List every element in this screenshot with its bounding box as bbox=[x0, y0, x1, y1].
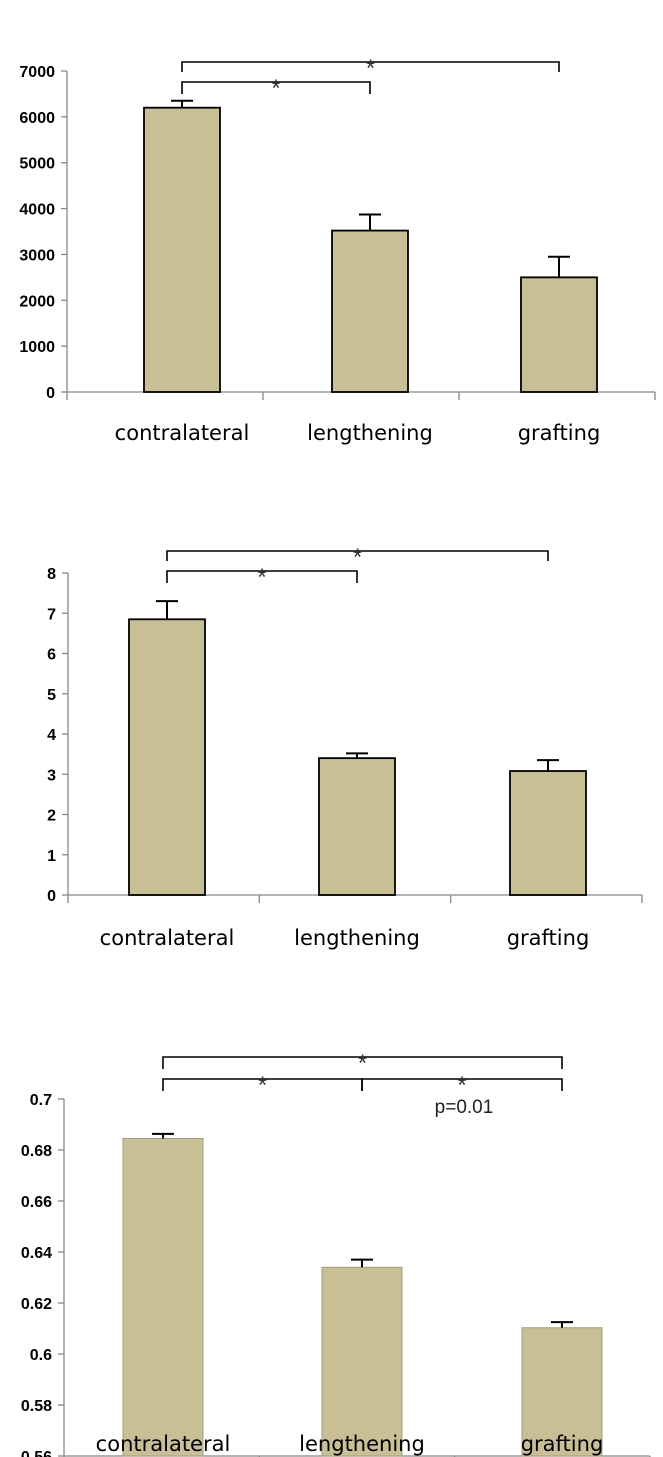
significance-star: * bbox=[358, 1050, 367, 1077]
panel-axon-number: 0 1000 2000 3000 4000 5000 6000 7000 contralater… bbox=[0, 0, 663, 470]
y-tick-label: 0.68 bbox=[21, 1143, 52, 1160]
category-label: grafting bbox=[518, 421, 601, 445]
significance-bracket bbox=[181, 81, 371, 94]
significance-star: * bbox=[258, 1072, 267, 1099]
y-tick-label: 2000 bbox=[19, 293, 55, 310]
significance-star: * bbox=[271, 75, 280, 102]
axon-diameter-chart: 0 1 2 3 4 5 6 7 8 contralateral lengthening graftin… bbox=[47, 544, 643, 950]
category-label: lengthening bbox=[294, 926, 420, 950]
y-tick-label: 7000 bbox=[19, 64, 55, 81]
myelin-index-chart: 0.56 0.58 0.6 0.62 0.64 0.66 0.68 0.7 contralate… bbox=[21, 1050, 651, 1457]
category-label: lengthening bbox=[307, 421, 433, 445]
category-label: contralateral bbox=[100, 926, 235, 950]
significance-star: * bbox=[366, 55, 375, 82]
panel-axon-diameter: 0 1 2 3 4 5 6 7 8 contralateral lengthening graftin… bbox=[0, 478, 663, 968]
significance-star: * bbox=[257, 564, 266, 591]
significance-star: * bbox=[457, 1072, 466, 1099]
significance-star: * bbox=[353, 544, 362, 571]
y-tick-label: 3000 bbox=[19, 247, 55, 264]
bar-contralateral bbox=[122, 1138, 204, 1457]
y-tick-label: 1000 bbox=[19, 339, 55, 356]
y-tick-label: 0.6 bbox=[30, 1347, 52, 1364]
y-tick-label: 0.56 bbox=[21, 1449, 52, 1457]
category-label: contralateral bbox=[96, 1432, 231, 1456]
y-tick-label: 5 bbox=[47, 687, 56, 704]
y-tick-label: 0.64 bbox=[21, 1245, 52, 1262]
significance-bracket bbox=[162, 1056, 563, 1069]
y-tick-label: 2 bbox=[47, 808, 56, 825]
y-tick-label: 6 bbox=[47, 647, 56, 664]
category-label: grafting bbox=[521, 1432, 604, 1456]
y-tick-label: 0.62 bbox=[21, 1296, 52, 1313]
y-tick-label: 8 bbox=[47, 566, 56, 583]
y-tick-label: 5000 bbox=[19, 156, 55, 173]
y-tick-label: 0.7 bbox=[30, 1092, 52, 1109]
significance-bracket bbox=[361, 1078, 563, 1091]
category-label: contralateral bbox=[115, 421, 250, 445]
bar-lengthening bbox=[331, 229, 409, 393]
y-tick-label: 6000 bbox=[19, 110, 55, 127]
y-tick-label: 0.66 bbox=[21, 1194, 52, 1211]
significance-bracket bbox=[166, 570, 358, 583]
y-tick-label: 1 bbox=[47, 848, 56, 865]
significance-bracket bbox=[181, 61, 560, 72]
bar-contralateral bbox=[128, 618, 206, 896]
y-tick-label: 0 bbox=[47, 888, 56, 905]
significance-bracket bbox=[166, 550, 549, 561]
category-label: lengthening bbox=[299, 1432, 425, 1456]
y-tick-label: 3 bbox=[47, 767, 56, 784]
y-tick-label: 0 bbox=[46, 385, 55, 402]
category-label: grafting bbox=[507, 926, 590, 950]
y-tick-label: 0.58 bbox=[21, 1398, 52, 1415]
p-value-note: p=0.01 bbox=[435, 1097, 494, 1118]
bar-grafting bbox=[521, 1327, 603, 1457]
bar-contralateral bbox=[143, 106, 221, 393]
bar-grafting bbox=[520, 276, 598, 393]
bar-grafting bbox=[509, 770, 587, 896]
axon-number-chart: 0 1000 2000 3000 4000 5000 6000 7000 contralater… bbox=[19, 55, 656, 445]
bar-lengthening bbox=[318, 757, 396, 896]
y-tick-label: 4000 bbox=[19, 202, 55, 219]
panel-myelin-index: 0.56 0.58 0.6 0.62 0.64 0.66 0.68 0.7 contralate… bbox=[0, 980, 663, 1457]
bar-lengthening bbox=[321, 1266, 403, 1457]
y-tick-label: 7 bbox=[47, 606, 56, 623]
y-tick-label: 4 bbox=[47, 727, 56, 744]
